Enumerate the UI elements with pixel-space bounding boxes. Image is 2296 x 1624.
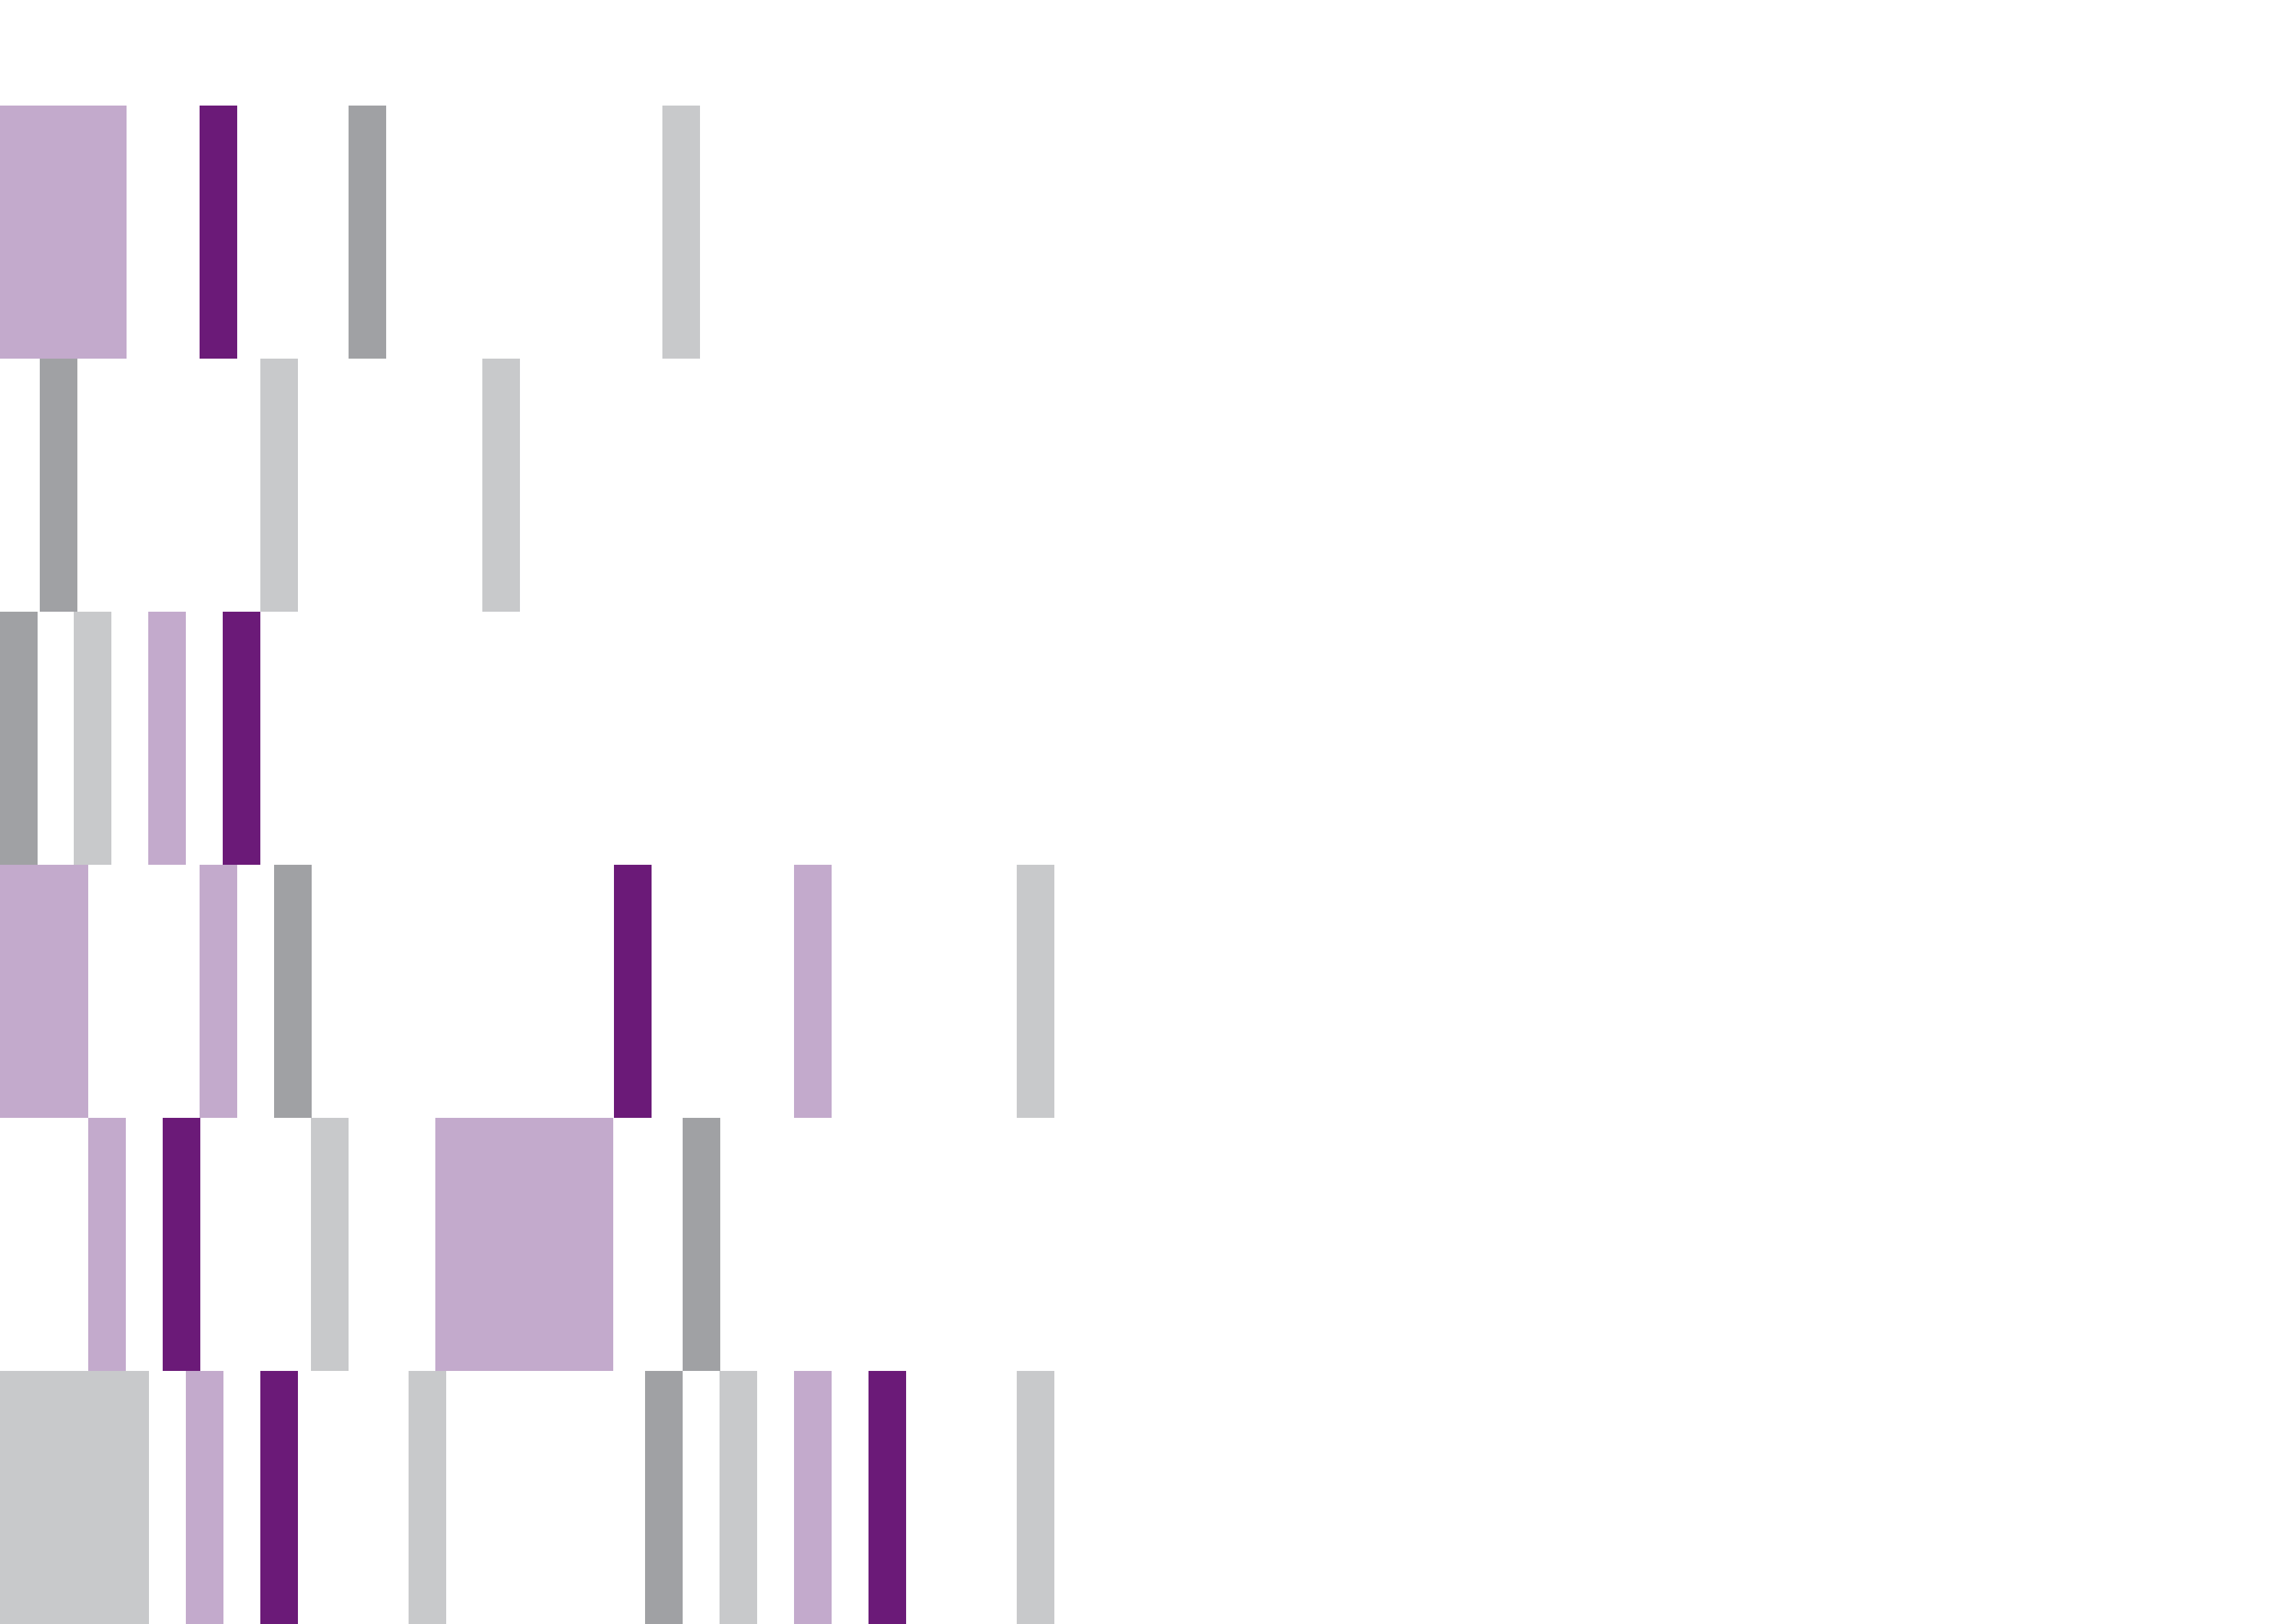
dark-gray-bar [645,1371,683,1624]
light-purple-bar [88,1118,126,1371]
dark-gray-bar [40,359,77,612]
light-gray-bar [1017,865,1054,1118]
dark-purple-bar [200,106,237,359]
light-purple-bar [794,865,832,1118]
light-gray-bar [311,1118,349,1371]
dark-purple-bar [614,865,652,1118]
light-gray-bar [260,359,298,612]
light-purple-bar [148,612,186,865]
row-5 [0,1118,2296,1371]
row-1 [0,106,2296,359]
light-gray-bar [482,359,520,612]
light-purple-bar [0,106,127,359]
dark-purple-bar [260,1371,298,1624]
dark-purple-bar [163,1118,200,1371]
dark-gray-bar [683,1118,720,1371]
dark-gray-bar [0,612,38,865]
dark-gray-bar [349,106,386,359]
light-purple-bar [186,1371,223,1624]
light-gray-bar [720,1371,757,1624]
row-3 [0,612,2296,865]
light-gray-bar [662,106,700,359]
light-purple-bar [435,1118,613,1371]
dark-purple-bar [869,1371,906,1624]
light-purple-bar [0,865,88,1118]
light-purple-bar [200,865,237,1118]
row-6 [0,1371,2296,1624]
light-gray-bar [0,1371,149,1624]
light-gray-bar [74,612,111,865]
light-gray-bar [409,1371,446,1624]
dark-gray-bar [274,865,312,1118]
light-gray-bar [1017,1371,1054,1624]
light-purple-bar [794,1371,832,1624]
row-2 [0,359,2296,612]
row-4 [0,865,2296,1118]
dark-purple-bar [223,612,260,865]
